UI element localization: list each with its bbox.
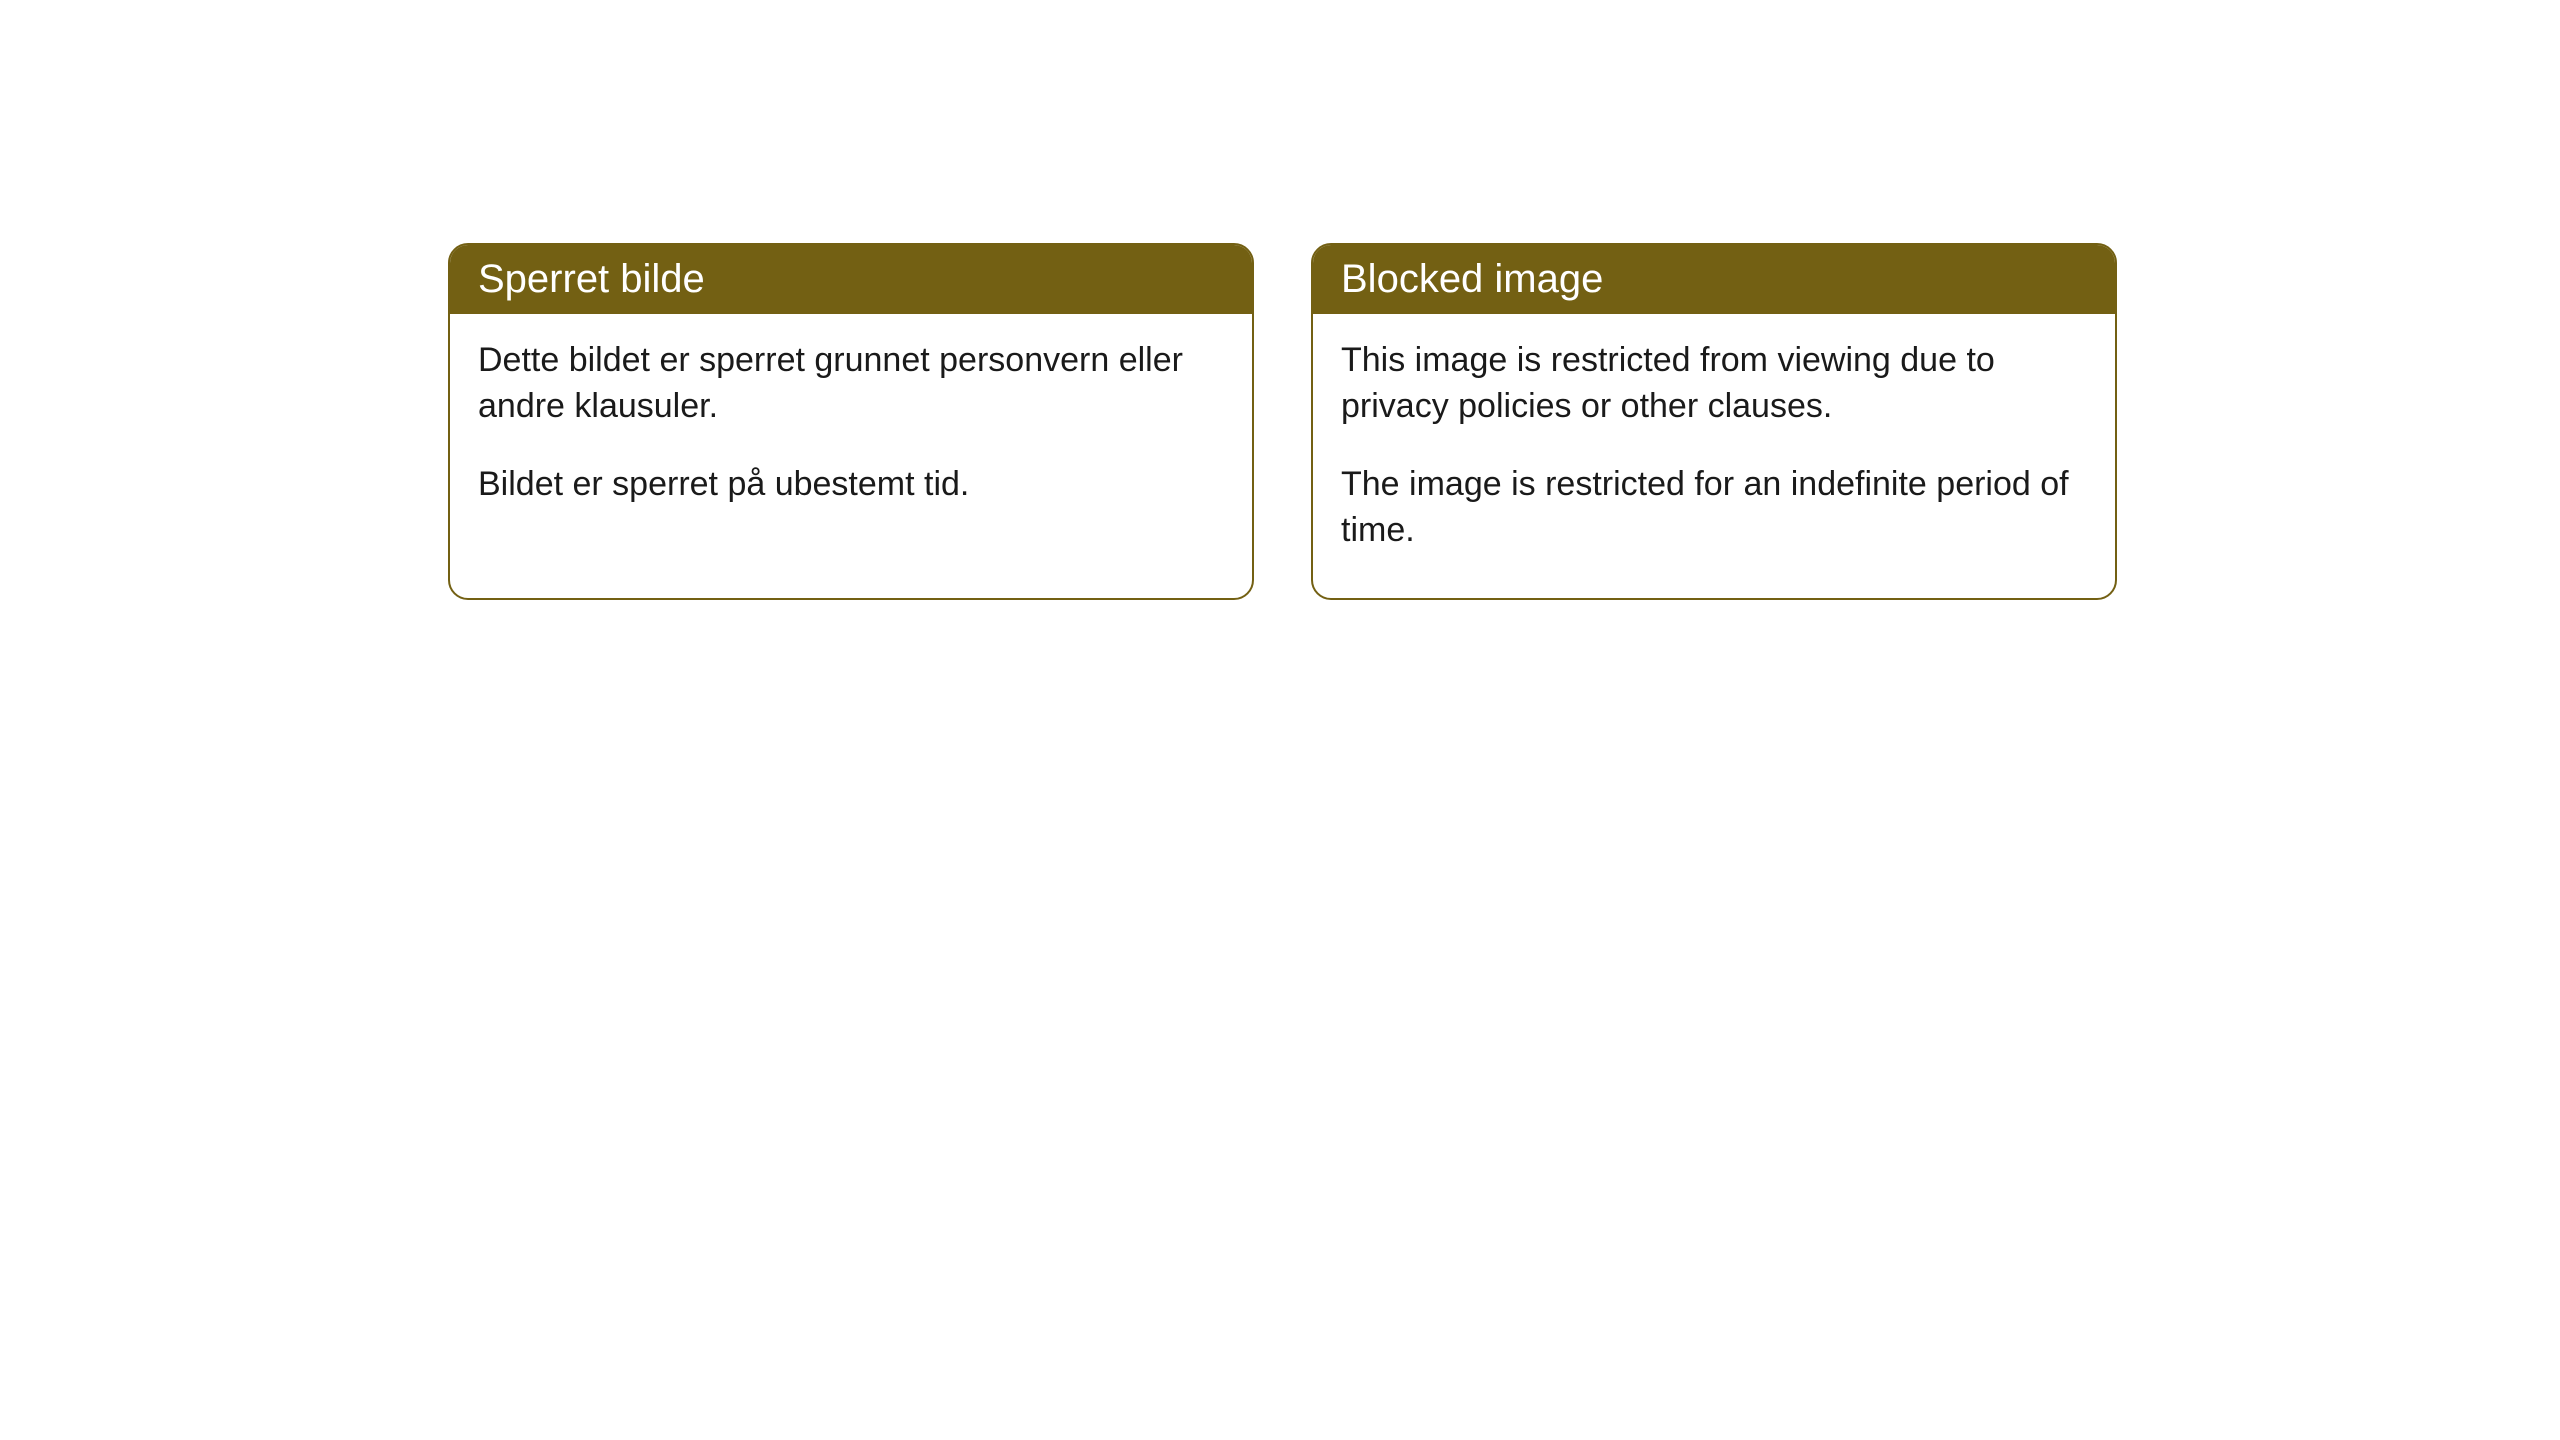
card-title: Sperret bilde bbox=[478, 257, 705, 301]
card-body: This image is restricted from viewing du… bbox=[1313, 314, 2115, 598]
card-body: Dette bildet er sperret grunnet personve… bbox=[450, 314, 1252, 552]
card-header: Blocked image bbox=[1313, 245, 2115, 314]
blocked-image-card-english: Blocked image This image is restricted f… bbox=[1311, 243, 2117, 600]
card-header: Sperret bilde bbox=[450, 245, 1252, 314]
card-paragraph-2: Bildet er sperret på ubestemt tid. bbox=[478, 462, 1224, 508]
card-title: Blocked image bbox=[1341, 257, 1603, 301]
card-paragraph-1: This image is restricted from viewing du… bbox=[1341, 338, 2087, 430]
blocked-image-card-norwegian: Sperret bilde Dette bildet er sperret gr… bbox=[448, 243, 1254, 600]
notice-container: Sperret bilde Dette bildet er sperret gr… bbox=[0, 0, 2560, 600]
card-paragraph-2: The image is restricted for an indefinit… bbox=[1341, 462, 2087, 554]
card-paragraph-1: Dette bildet er sperret grunnet personve… bbox=[478, 338, 1224, 430]
